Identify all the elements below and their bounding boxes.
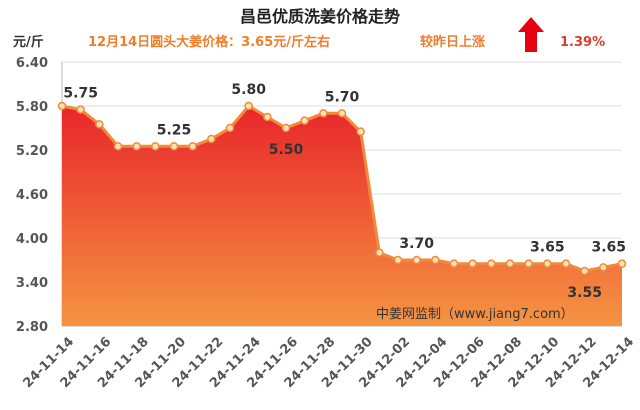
data-point <box>599 263 608 272</box>
data-point <box>207 134 216 144</box>
data-point <box>580 266 589 276</box>
data-label: 5.80 <box>231 82 266 98</box>
price-area <box>62 106 622 326</box>
data-point <box>524 259 533 268</box>
data-point <box>57 101 67 111</box>
data-point <box>169 142 179 151</box>
data-point <box>561 259 571 268</box>
data-label: 5.70 <box>325 89 360 105</box>
data-point <box>188 142 197 151</box>
data-point <box>244 101 253 111</box>
y-tick-label: 4.00 <box>16 232 48 247</box>
data-label: 3.65 <box>591 240 626 256</box>
data-point <box>319 109 328 118</box>
data-point <box>113 142 123 151</box>
data-point <box>263 112 272 122</box>
data-point <box>449 259 459 268</box>
x-axis-ticks: 24-11-1424-11-1624-11-1824-11-2024-11-22… <box>20 334 637 391</box>
data-point <box>431 255 440 265</box>
chart-title: 昌邑优质洗姜价格走势 <box>240 7 400 26</box>
chart-subtitle: 12月14日圆头大姜价格：3.65元/斤左右 <box>88 34 330 50</box>
data-point <box>95 120 104 129</box>
y-tick-label: 2.80 <box>16 320 48 335</box>
data-point <box>505 259 515 268</box>
data-label: 5.25 <box>157 122 192 138</box>
data-label: 3.55 <box>567 285 602 301</box>
data-labels: 5.75 5.25 5.80 5.50 5.70 3.70 3.65 3.55 3.65 <box>63 82 626 301</box>
data-point <box>151 142 160 151</box>
data-point <box>468 259 477 268</box>
data-points <box>57 101 627 276</box>
data-point <box>487 259 496 268</box>
data-point <box>300 116 309 125</box>
data-point <box>132 142 141 151</box>
change-percent: 1.39% <box>560 35 605 50</box>
data-point <box>281 123 291 133</box>
up-arrow-icon <box>518 17 544 52</box>
y-axis-ticks: 6.40 5.80 5.20 4.60 4.00 3.40 2.80 <box>16 56 48 335</box>
data-point <box>617 259 627 268</box>
data-point <box>375 248 384 257</box>
data-point <box>337 109 347 118</box>
y-tick-label: 3.40 <box>16 276 48 291</box>
change-text: 较昨日上涨 <box>420 34 485 50</box>
data-point <box>356 127 365 136</box>
data-point <box>543 259 552 268</box>
y-tick-label: 6.40 <box>16 56 48 71</box>
y-tick-label: 4.60 <box>16 188 48 203</box>
data-label: 5.75 <box>63 86 98 102</box>
data-point <box>412 255 421 265</box>
data-point <box>393 255 403 265</box>
y-tick-label: 5.20 <box>16 144 48 159</box>
y-axis-label: 元/斤 <box>13 34 44 50</box>
y-tick-label: 5.80 <box>16 100 48 115</box>
data-point <box>76 105 85 114</box>
data-label: 5.50 <box>269 142 304 158</box>
watermark-text: 中姜网监制（www.jiang7.com） <box>376 307 574 322</box>
data-label: 3.70 <box>399 236 434 252</box>
data-label: 3.65 <box>530 240 565 256</box>
data-point <box>225 123 235 133</box>
